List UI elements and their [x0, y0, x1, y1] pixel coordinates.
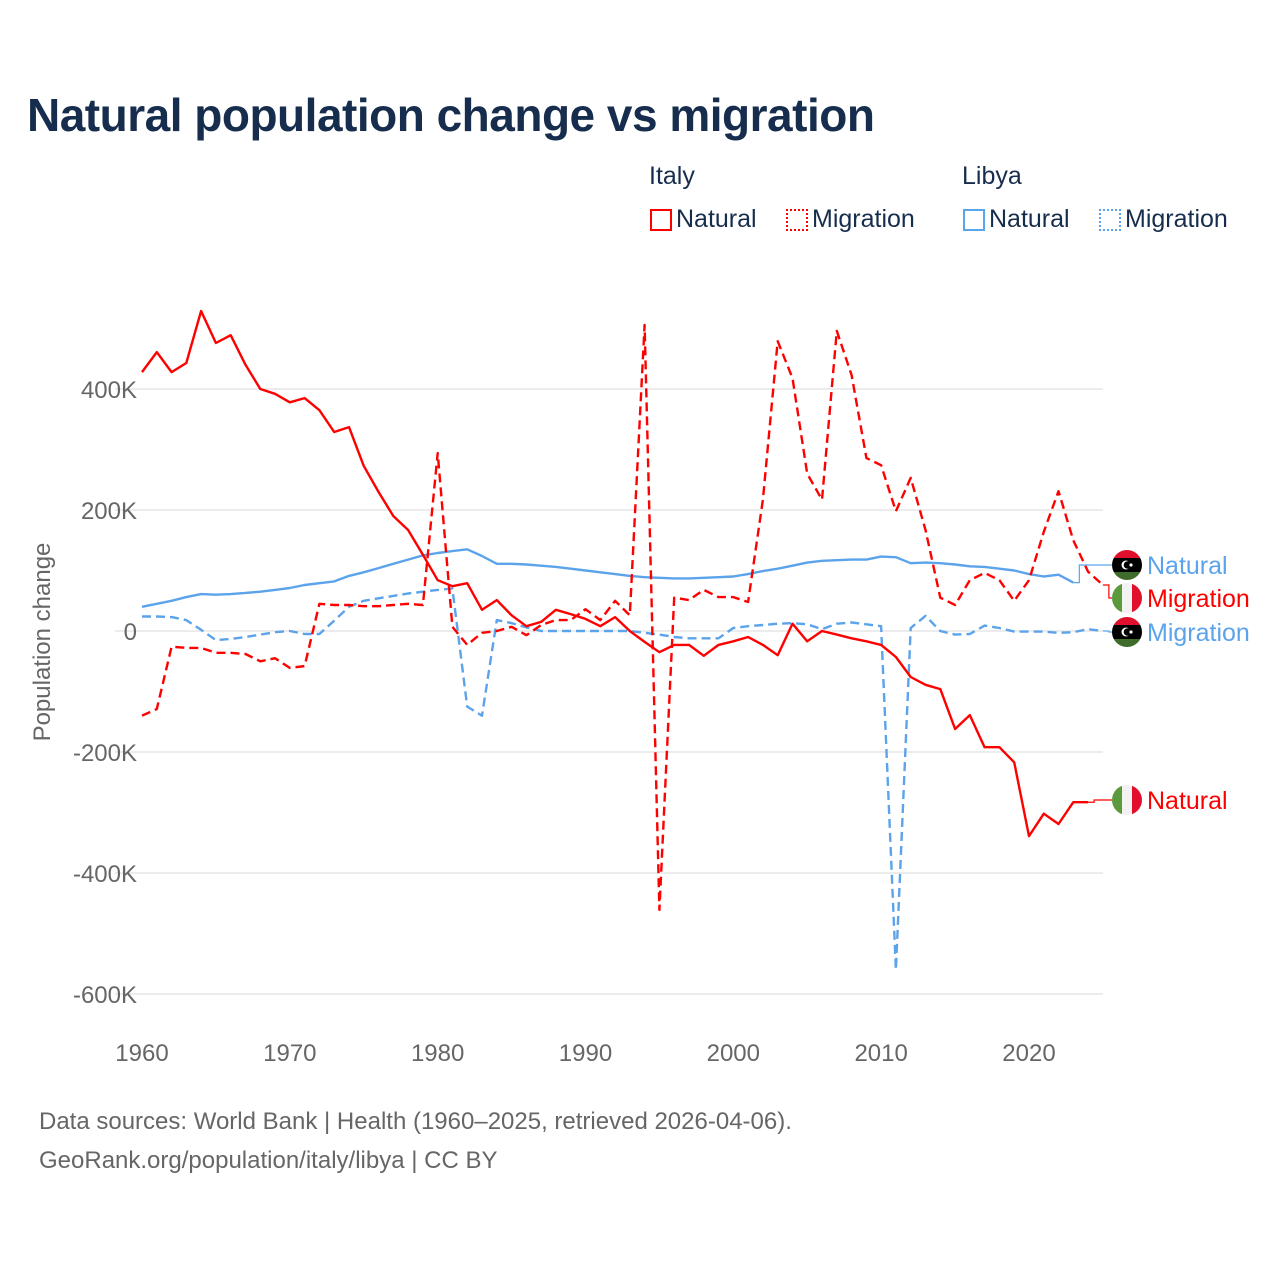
- end-label-libya-migration: Migration: [1147, 619, 1250, 647]
- legend-group-italy: Italy: [649, 162, 695, 190]
- end-label-italy-migration: Migration: [1147, 585, 1250, 613]
- legend-label: Natural: [676, 205, 757, 233]
- italy-flag-icon: [1112, 785, 1142, 815]
- series-line-libya-migration: [142, 587, 1104, 971]
- end-label-libya-natural: Natural: [1147, 552, 1228, 580]
- y-tick-label: 400K: [81, 377, 137, 404]
- x-tick-label: 1960: [115, 1040, 168, 1067]
- footer-credit[interactable]: GeoRank.org/population/italy/libya | CC …: [39, 1147, 498, 1174]
- chart-title: Natural population change vs migration: [27, 89, 875, 141]
- y-tick-label: 0: [124, 619, 137, 646]
- legend-swatch-dotted: [1099, 208, 1121, 231]
- x-tick-label: 2000: [707, 1040, 760, 1067]
- series-line-italy-natural: [141, 309, 1089, 838]
- legend-label: Migration: [1125, 205, 1228, 233]
- footer-sources: Data sources: World Bank | Health (1960–…: [39, 1108, 792, 1135]
- x-tick-label: 1980: [411, 1040, 464, 1067]
- y-tick-label: -200K: [73, 740, 137, 767]
- x-tick-label: 1990: [559, 1040, 612, 1067]
- x-tick-label: 2010: [854, 1040, 907, 1067]
- series-line-italy-migration: [141, 323, 1104, 912]
- y-tick-label: 200K: [81, 498, 137, 525]
- label-connector: [1073, 564, 1112, 584]
- end-label-italy-natural: Natural: [1147, 787, 1228, 815]
- legend-swatch-solid: [650, 208, 672, 231]
- label-connector: [1102, 584, 1112, 599]
- legend-label: Natural: [989, 205, 1070, 233]
- legend-libya-natural[interactable]: Natural: [963, 205, 1070, 234]
- y-tick-label: -600K: [73, 982, 137, 1009]
- y-axis-label: Population change: [29, 543, 56, 742]
- y-tick-label: -400K: [73, 861, 137, 888]
- legend-swatch-solid: [963, 208, 985, 231]
- legend-swatch-dotted: [786, 208, 808, 231]
- label-connector: [1088, 799, 1112, 803]
- label-connector: [1102, 630, 1112, 633]
- legend-italy-natural[interactable]: Natural: [650, 205, 757, 234]
- libya-flag-icon: [1112, 550, 1142, 580]
- legend-label: Migration: [812, 205, 915, 233]
- legend-italy-migration[interactable]: Migration: [786, 205, 915, 234]
- libya-flag-icon: [1112, 617, 1142, 647]
- x-tick-label: 2020: [1002, 1040, 1055, 1067]
- series-line-libya-natural: [141, 548, 1074, 608]
- italy-flag-icon: [1112, 583, 1142, 613]
- x-tick-label: 1970: [263, 1040, 316, 1067]
- legend-libya-migration[interactable]: Migration: [1099, 205, 1228, 234]
- legend-group-libya: Libya: [962, 162, 1022, 190]
